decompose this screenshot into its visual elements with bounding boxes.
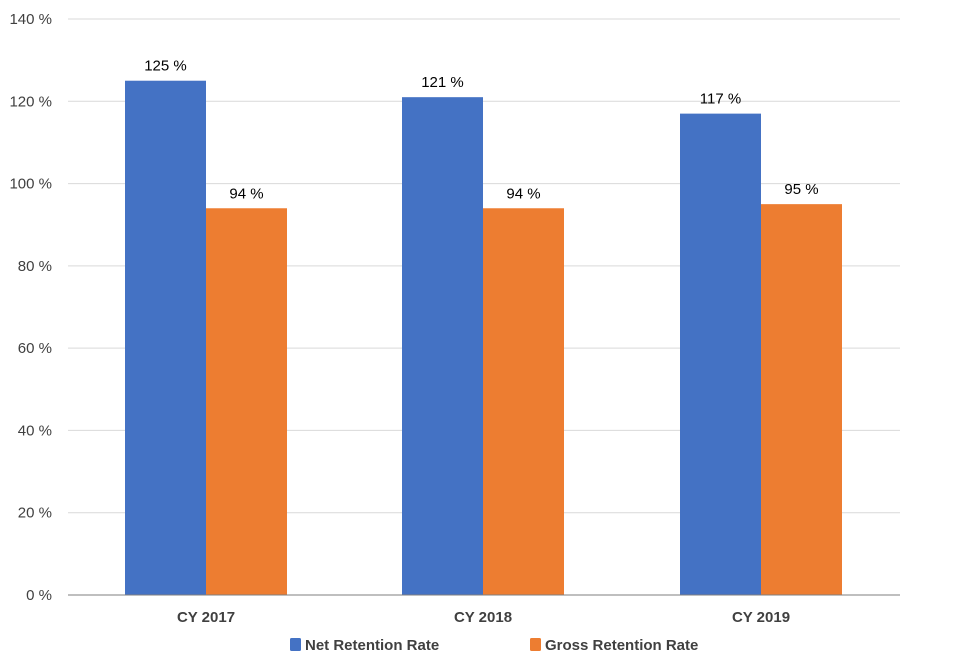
data-label: 94 % <box>229 185 263 202</box>
y-tick-label: 40 % <box>18 422 52 439</box>
gross-retention-bar <box>761 204 842 595</box>
legend: Net Retention Rate Gross Retention Rate <box>290 637 698 654</box>
net-retention-bar <box>680 113 761 595</box>
legend-label: Net Retention Rate <box>305 637 439 654</box>
y-tick-label: 100 % <box>9 176 52 193</box>
data-label: 117 % <box>700 91 741 108</box>
gross-retention-bar <box>206 208 287 595</box>
legend-swatch <box>530 638 541 651</box>
x-category-label: CY 2017 <box>177 609 235 626</box>
data-label: 94 % <box>506 185 540 202</box>
data-label: 121 % <box>421 74 464 91</box>
data-label: 125 % <box>144 58 187 75</box>
net-retention-bar <box>125 80 206 595</box>
gross-retention-bar <box>483 208 564 595</box>
data-label: 95 % <box>784 181 818 198</box>
legend-swatch <box>290 638 301 651</box>
x-category-label: CY 2019 <box>732 609 790 626</box>
y-tick-label: 0 % <box>26 587 52 604</box>
x-axis-category-labels: CY 2017 CY 2018 CY 2019 <box>177 609 790 626</box>
x-category-label: CY 2018 <box>454 609 512 626</box>
y-tick-label: 120 % <box>9 93 52 110</box>
y-tick-label: 60 % <box>18 340 52 357</box>
data-labels: 125 % 94 % 121 % 94 % 117 % 95 % <box>144 58 818 203</box>
y-tick-label: 140 % <box>9 11 52 28</box>
bars <box>125 80 842 596</box>
y-tick-label: 80 % <box>18 258 52 275</box>
net-retention-bar <box>402 97 483 596</box>
y-axis-tick-labels: 0 % 20 % 40 % 60 % 80 % 100 % 120 % 140 % <box>9 11 52 604</box>
legend-label: Gross Retention Rate <box>545 637 698 654</box>
y-tick-label: 20 % <box>18 505 52 522</box>
